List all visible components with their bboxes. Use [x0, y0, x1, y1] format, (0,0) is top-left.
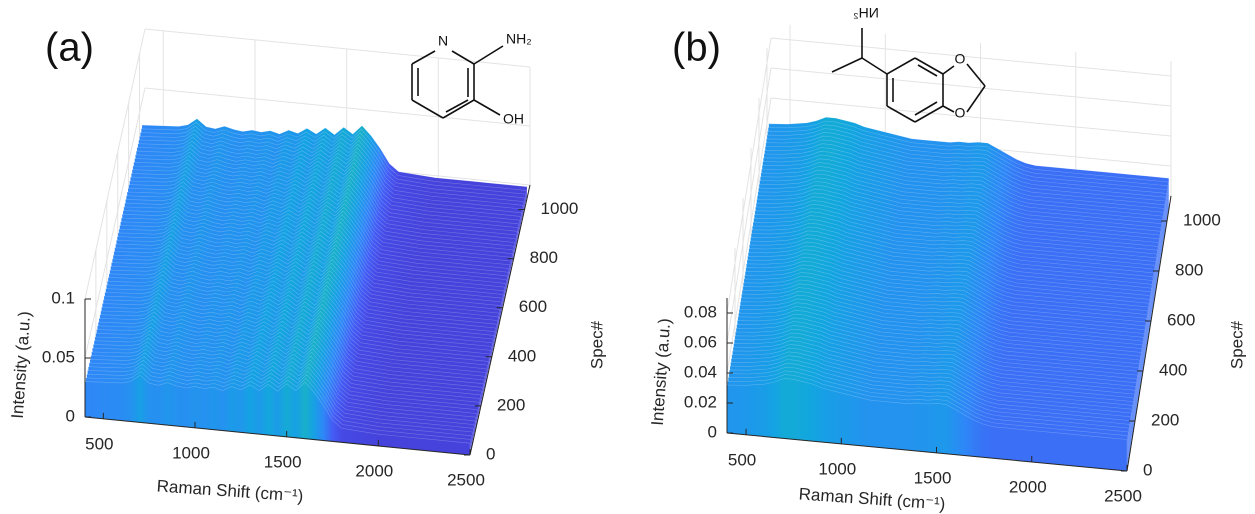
z-axis-label: Intensity (a.u.) [8, 311, 34, 420]
y-tick-label: 600 [1167, 310, 1195, 329]
y-axis-label: Spec# [1227, 320, 1246, 369]
panel-label: (a) [45, 26, 94, 70]
y-axis-label: Spec# [587, 320, 606, 369]
y-tick-label: 200 [1151, 410, 1179, 429]
y-tick-label: 400 [508, 346, 536, 365]
panel-a: 500 1000 1500 2000 25000200400600800100000.0… [42, 28, 579, 489]
x-tick-label: 1500 [264, 452, 302, 471]
molecule-b: NH₂ O O [831, 5, 986, 123]
x-axis [84, 416, 471, 456]
z-tick-label: 0.02 [684, 392, 717, 411]
atom-label: N [438, 33, 448, 49]
z-tick-label: 0.08 [684, 302, 717, 321]
x-tick-label: 1000 [172, 443, 210, 462]
grid-line [770, 37, 1172, 77]
atom-label: OH [503, 111, 524, 127]
grid-line [144, 28, 531, 68]
x-tick-label: 2000 [355, 461, 393, 480]
y-tick-label: 800 [530, 248, 558, 267]
x-axis-label: Raman Shift (cm⁻¹) [798, 484, 946, 513]
grid-line [770, 97, 1172, 137]
molecule-a: N NH₂ OH [411, 31, 532, 127]
y-tick-label: 0 [486, 444, 495, 463]
grid-line [84, 87, 146, 359]
x-axis-label: Raman Shift (cm⁻¹) [156, 476, 304, 505]
atom-label: NH₂ [853, 5, 879, 21]
y-tick-label: 1000 [541, 199, 579, 218]
y-tick-label: 0 [1143, 460, 1152, 479]
grid-line [84, 28, 146, 300]
x-tick-label: 2500 [1104, 486, 1142, 505]
x-tick-label: 1000 [818, 459, 856, 478]
panel-b: 500 1000 1500 2000 25000200400600800100000.0… [684, 24, 1221, 505]
grid-line [726, 97, 772, 374]
grid-line [770, 67, 1172, 107]
atom-label: O [955, 105, 966, 121]
z-tick-label: 0.04 [684, 362, 717, 381]
x-tick-label: 500 [85, 434, 113, 453]
x-tick-label: 2500 [447, 470, 485, 489]
atom-label: NH₂ [506, 31, 532, 47]
y-tick-label: 800 [1175, 260, 1203, 279]
grid-line [726, 67, 772, 344]
y-axis [1126, 195, 1172, 472]
y-tick-label: 400 [1159, 360, 1187, 379]
z-tick-label: 0.06 [684, 332, 717, 351]
y-tick-label: 200 [497, 395, 525, 414]
z-tick-label: 0 [66, 406, 75, 425]
x-tick-label: 2000 [1009, 477, 1047, 496]
atom-label: O [955, 51, 966, 67]
x-tick-label: 1500 [914, 468, 952, 487]
z-tick-label: 0.05 [42, 347, 75, 366]
x-axis [726, 432, 1128, 472]
y-axis [469, 184, 531, 456]
z-tick-label: 0 [708, 422, 717, 441]
grid-line [726, 37, 772, 314]
z-tick-label: 0.1 [51, 288, 75, 307]
x-tick-label: 500 [728, 450, 756, 469]
y-tick-label: 1000 [1183, 210, 1221, 229]
panel-label: (b) [672, 26, 721, 70]
z-axis-label: Intensity (a.u.) [648, 318, 674, 427]
y-tick-label: 600 [519, 297, 547, 316]
grid-line [144, 87, 531, 127]
